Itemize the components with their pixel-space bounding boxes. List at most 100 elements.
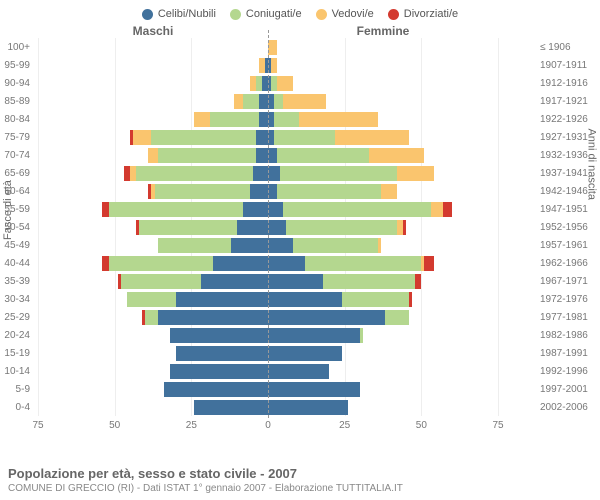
age-row: 70-741932-1936 xyxy=(38,146,598,164)
bar-segment xyxy=(268,238,293,253)
bar-segment xyxy=(268,274,323,289)
bar-segment xyxy=(335,130,409,145)
bar-segment xyxy=(286,220,396,235)
bar-female xyxy=(268,346,498,361)
legend-item: Divorziati/e xyxy=(388,8,458,20)
bar-segment xyxy=(268,400,348,415)
bar-segment xyxy=(256,130,268,145)
legend-item: Celibi/Nubili xyxy=(142,8,216,20)
bar-segment xyxy=(158,148,256,163)
bar-male xyxy=(38,382,268,397)
bar-segment xyxy=(121,274,201,289)
birth-year-label: 1992-1996 xyxy=(540,366,600,377)
age-row: 75-791927-1931 xyxy=(38,128,598,146)
age-row: 85-891917-1921 xyxy=(38,92,598,110)
age-row: 55-591947-1951 xyxy=(38,200,598,218)
age-label: 50-54 xyxy=(0,222,30,233)
birth-year-label: 1982-1986 xyxy=(540,330,600,341)
age-row: 90-941912-1916 xyxy=(38,74,598,92)
bar-segment xyxy=(176,346,268,361)
bar-segment xyxy=(280,166,397,181)
center-line xyxy=(268,30,269,418)
bar-segment xyxy=(323,274,415,289)
birth-year-label: 1977-1981 xyxy=(540,312,600,323)
bar-segment xyxy=(403,220,406,235)
age-row: 100+≤ 1906 xyxy=(38,38,598,56)
birth-year-label: 1947-1951 xyxy=(540,204,600,215)
bar-segment xyxy=(164,382,268,397)
age-label: 35-39 xyxy=(0,276,30,287)
age-label: 75-79 xyxy=(0,132,30,143)
x-tick: 50 xyxy=(416,420,427,431)
x-tick: 75 xyxy=(32,420,43,431)
legend-swatch xyxy=(230,9,241,20)
bar-segment xyxy=(250,184,268,199)
x-tick: 75 xyxy=(492,420,503,431)
age-row: 60-641942-1946 xyxy=(38,182,598,200)
bar-segment xyxy=(397,166,434,181)
bar-segment xyxy=(268,382,360,397)
x-tick: 0 xyxy=(265,420,271,431)
bar-male xyxy=(38,166,268,181)
bar-segment xyxy=(259,112,268,127)
bar-segment xyxy=(431,202,443,217)
bar-segment xyxy=(151,130,255,145)
bar-segment xyxy=(136,166,253,181)
bar-female xyxy=(268,130,498,145)
bar-male xyxy=(38,400,268,415)
bar-segment xyxy=(253,166,268,181)
bar-segment xyxy=(194,112,209,127)
bar-segment xyxy=(283,94,326,109)
bar-male xyxy=(38,148,268,163)
bar-segment xyxy=(268,310,385,325)
age-label: 100+ xyxy=(0,42,30,53)
bar-segment xyxy=(210,112,259,127)
age-label: 15-19 xyxy=(0,348,30,359)
bar-segment xyxy=(305,256,422,271)
bar-segment xyxy=(268,166,280,181)
birth-year-label: 1987-1991 xyxy=(540,348,600,359)
age-row: 50-541952-1956 xyxy=(38,218,598,236)
bar-female xyxy=(268,328,498,343)
bar-female xyxy=(268,274,498,289)
age-row: 40-441962-1966 xyxy=(38,254,598,272)
age-label: 70-74 xyxy=(0,150,30,161)
age-label: 80-84 xyxy=(0,114,30,125)
x-tick: 25 xyxy=(339,420,350,431)
bar-segment xyxy=(158,238,232,253)
age-row: 65-691937-1941 xyxy=(38,164,598,182)
age-row: 0-42002-2006 xyxy=(38,398,598,416)
bar-segment xyxy=(415,274,421,289)
bar-male xyxy=(38,94,268,109)
bar-segment xyxy=(274,130,335,145)
bar-segment xyxy=(299,112,379,127)
bar-segment xyxy=(409,292,412,307)
bar-male xyxy=(38,364,268,379)
age-label: 60-64 xyxy=(0,186,30,197)
age-label: 40-44 xyxy=(0,258,30,269)
bar-segment xyxy=(342,292,409,307)
age-row: 35-391967-1971 xyxy=(38,272,598,290)
bar-segment xyxy=(148,148,157,163)
age-label: 20-24 xyxy=(0,330,30,341)
bar-segment xyxy=(369,148,424,163)
bar-female xyxy=(268,58,498,73)
bar-female xyxy=(268,382,498,397)
bar-female xyxy=(268,184,498,199)
bar-male xyxy=(38,346,268,361)
bar-male xyxy=(38,220,268,235)
birth-year-label: 1972-1976 xyxy=(540,294,600,305)
age-label: 90-94 xyxy=(0,78,30,89)
gender-left-label: Maschi xyxy=(38,24,268,38)
birth-year-label: ≤ 1906 xyxy=(540,42,600,53)
bar-segment xyxy=(109,256,213,271)
bar-male xyxy=(38,58,268,73)
bar-segment xyxy=(268,148,277,163)
birth-year-label: 1957-1961 xyxy=(540,240,600,251)
bar-female xyxy=(268,148,498,163)
age-label: 95-99 xyxy=(0,60,30,71)
chart-area: 100+≤ 190695-991907-191190-941912-191685… xyxy=(38,38,598,416)
bar-segment xyxy=(127,292,176,307)
age-label: 85-89 xyxy=(0,96,30,107)
bar-male xyxy=(38,328,268,343)
